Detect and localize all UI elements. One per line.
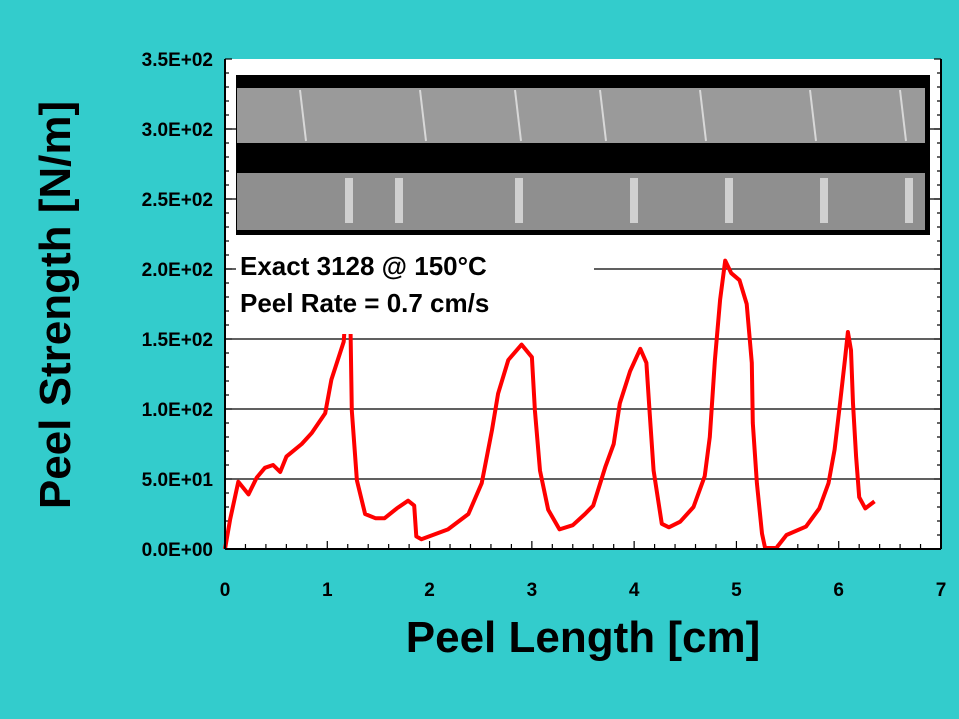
strip-texture (630, 178, 638, 223)
strip-texture (820, 178, 828, 223)
strip-texture (395, 178, 403, 223)
annotation-text: Peel Rate = 0.7 cm/s (240, 288, 489, 318)
x-tick-label: 0 (220, 580, 231, 601)
x-tick-label: 1 (322, 580, 333, 601)
y-tick-label: 1.5E+02 (142, 330, 213, 351)
strip-texture (809, 89, 817, 142)
strip-texture (514, 89, 522, 142)
x-tick-label: 6 (833, 580, 844, 601)
y-axis-title: Peel Strength [N/m] (31, 101, 80, 509)
y-tick-label: 0.0E+00 (142, 540, 213, 561)
strip-texture (905, 178, 913, 223)
x-tick-label: 3 (527, 580, 538, 601)
specimen-strip-top (237, 88, 925, 143)
annotation-box (236, 242, 594, 334)
x-tick-label: 4 (629, 580, 640, 601)
y-tick-label: 5.0E+01 (142, 470, 214, 491)
x-tick-label: 5 (731, 580, 742, 601)
strip-texture (515, 178, 523, 223)
y-tick-label: 2.5E+02 (142, 190, 213, 211)
y-tick-label: 3.0E+02 (142, 120, 213, 141)
x-tick-label: 2 (424, 580, 435, 601)
x-axis-title: Peel Length [cm] (406, 613, 761, 662)
y-tick-label: 2.0E+02 (142, 260, 213, 281)
annotation-text: Exact 3128 @ 150°C (240, 251, 487, 281)
x-tick-label: 7 (936, 580, 947, 601)
strip-texture (699, 89, 707, 142)
y-tick-label: 1.0E+02 (142, 400, 213, 421)
strip-texture (419, 89, 427, 142)
strip-texture (725, 178, 733, 223)
y-tick-label: 3.5E+02 (142, 50, 213, 71)
strip-texture (299, 89, 307, 142)
strip-texture (899, 89, 907, 142)
strip-texture (345, 178, 353, 223)
strip-texture (599, 89, 607, 142)
